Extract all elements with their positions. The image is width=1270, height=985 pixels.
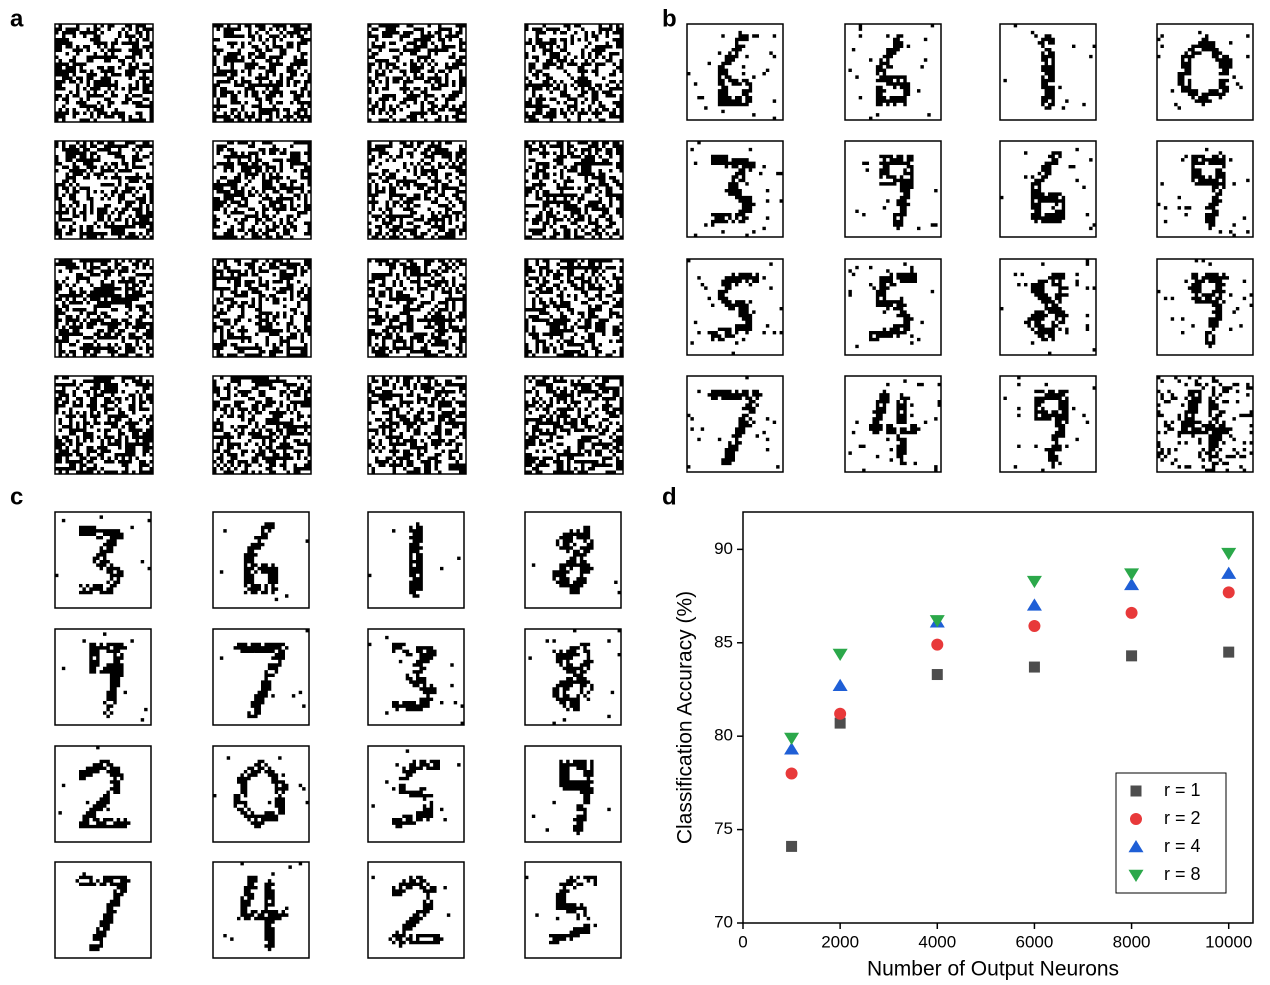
pixels — [213, 141, 311, 239]
pixels — [368, 259, 466, 357]
x-tick-label: 4000 — [918, 932, 956, 951]
y-tick-label: 85 — [714, 632, 733, 651]
pixels — [368, 141, 466, 239]
marker — [1221, 548, 1236, 560]
pixels — [855, 155, 937, 230]
marker — [833, 649, 848, 661]
legend-label: r = 8 — [1164, 864, 1201, 884]
pixels — [525, 376, 623, 474]
pixels — [690, 141, 783, 237]
marker — [833, 679, 848, 691]
pixels — [528, 629, 621, 725]
pixels — [1000, 259, 1096, 355]
pixels — [1000, 148, 1096, 230]
pixels — [1003, 376, 1096, 472]
pixels — [371, 876, 450, 948]
y-tick-label: 90 — [714, 539, 733, 558]
marker — [932, 669, 943, 680]
marker — [1126, 607, 1138, 619]
pixels — [371, 749, 460, 828]
pixels — [368, 376, 466, 474]
chart: 70 75 80 85 90 0 2000 4000 6000 8000 10000 Number o… — [674, 512, 1253, 981]
legend-marker — [1130, 813, 1142, 825]
pixels — [368, 522, 461, 597]
pixels — [1157, 31, 1250, 110]
y-tick-label: 70 — [714, 912, 733, 931]
panel-label: b — [662, 5, 677, 32]
pixels — [1003, 24, 1096, 110]
x-axis-label: Number of Output Neurons — [867, 958, 1119, 981]
pixels — [220, 522, 309, 601]
pixels — [213, 376, 311, 474]
pixels — [525, 259, 623, 357]
image-grids — [55, 24, 1253, 958]
y-tick-label: 80 — [714, 726, 733, 745]
pixels — [525, 24, 623, 122]
marker — [1126, 650, 1137, 661]
x-tick-label: 0 — [738, 932, 747, 951]
pixels — [58, 746, 130, 828]
panel-label: c — [10, 483, 23, 510]
pixels — [55, 259, 153, 357]
marker — [1223, 647, 1234, 658]
x-tick-label: 6000 — [1016, 932, 1054, 951]
x-tick-label: 2000 — [821, 932, 859, 951]
pixels — [532, 760, 611, 835]
pixels — [55, 376, 153, 474]
marker — [786, 768, 798, 780]
pixels — [848, 262, 934, 348]
marker — [1029, 662, 1040, 673]
legend-label: r = 4 — [1164, 836, 1201, 856]
x-tick-label: 10000 — [1205, 932, 1252, 951]
pixels — [213, 756, 309, 828]
x-tick-label: 8000 — [1113, 932, 1151, 951]
pixels — [525, 876, 597, 945]
legend-marker — [1131, 786, 1142, 797]
marker — [1027, 598, 1042, 610]
pixels — [1157, 259, 1253, 348]
pixels — [213, 259, 311, 357]
marker — [786, 841, 797, 852]
pixels — [62, 632, 148, 721]
legend-label: r = 1 — [1164, 780, 1201, 800]
pixels — [223, 862, 302, 951]
pixels — [525, 141, 623, 239]
panel-label: d — [662, 483, 677, 510]
pixels — [1157, 376, 1253, 472]
marker — [1028, 620, 1040, 632]
marker — [1124, 568, 1139, 580]
figure: a b c d 70 75 80 85 90 0 2000 4000 6000 8000 10000… — [0, 0, 1270, 985]
pixels — [848, 24, 934, 120]
pixels — [213, 24, 311, 122]
marker — [931, 639, 943, 651]
y-axis-label: Classification Accuracy (%) — [674, 591, 697, 844]
legend-label: r = 2 — [1164, 808, 1201, 828]
marker — [834, 708, 846, 720]
pixels — [220, 629, 309, 718]
pixels — [1157, 148, 1250, 237]
marker — [1027, 576, 1042, 588]
pixels — [687, 259, 783, 355]
pixels — [368, 636, 464, 725]
pixels — [687, 31, 776, 120]
pixels — [368, 24, 466, 122]
pixels — [55, 24, 153, 122]
pixels — [55, 141, 153, 239]
y-tick-label: 75 — [714, 819, 733, 838]
pixels — [848, 379, 941, 472]
marker — [784, 733, 799, 745]
pixels — [532, 526, 621, 595]
pixels — [76, 872, 131, 951]
pixels — [55, 515, 151, 594]
marker — [1221, 567, 1236, 579]
panel-label: a — [10, 5, 24, 32]
marker — [1223, 586, 1235, 598]
pixels — [687, 376, 780, 469]
